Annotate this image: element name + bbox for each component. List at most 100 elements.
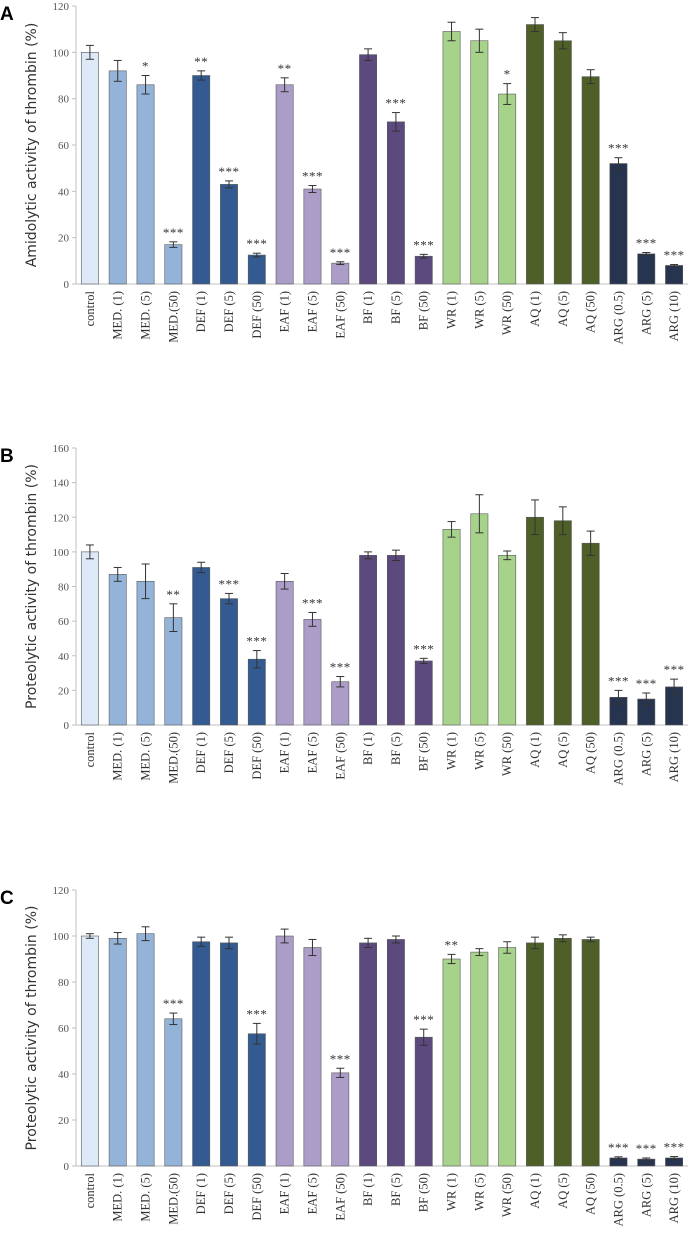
bar [442,529,461,726]
x-tick-label: MED.(50) [166,732,180,784]
significance-label: ** [445,937,459,952]
x-tick-label: BF (50) [417,1173,431,1212]
bar [108,937,127,1167]
significance-label: *** [608,1140,629,1155]
x-tick-label: control [83,290,97,326]
x-tick-label: control [83,731,97,767]
y-tick-label: 100 [53,931,70,943]
x-tick-label: WR (5) [472,1173,486,1211]
bar [581,76,600,285]
x-tick-label: MED.(50) [166,1173,180,1225]
x-tick-label: AQ (1) [528,291,542,327]
bar [136,933,155,1167]
significance-label: *** [330,245,351,260]
y-tick-label: 20 [58,685,70,697]
bar [192,567,211,726]
significance-label: *** [219,576,240,591]
x-tick-label: BF (1) [361,1173,375,1206]
significance-label: *** [636,1141,657,1156]
significance-label: ** [278,61,292,76]
significance-label: *** [219,164,240,179]
y-tick-label: 0 [64,720,70,732]
y-tick-label: 20 [58,233,70,245]
x-tick-label: ARG (5) [639,291,653,335]
y-tick-label: 0 [64,1161,70,1173]
x-tick-label: EAF (1) [278,291,292,332]
significance-label: *** [636,676,657,691]
x-tick-label: EAF (5) [305,1173,319,1214]
x-tick-label: ARG (10) [667,732,681,782]
x-tick-label: DEF (1) [194,732,208,773]
bar [247,254,266,285]
bar [386,121,405,285]
x-tick-label: BF (5) [389,732,403,765]
bar [108,70,127,285]
significance-label: ** [166,587,180,602]
bar [164,1018,183,1167]
y-tick-label: 40 [58,1069,70,1081]
significance-label: *** [163,996,184,1011]
bar [637,253,656,285]
bar [581,939,600,1167]
panel-letter: B [0,446,14,467]
x-tick-label: DEF (1) [194,291,208,332]
x-tick-label: AQ (1) [528,1173,542,1209]
bar [526,516,544,726]
bar [470,951,489,1167]
x-tick-label: MED. (1) [111,732,125,781]
bar [192,75,211,285]
x-tick-label: MED. (5) [139,1173,153,1222]
x-tick-label: BF (1) [361,291,375,324]
bar [359,942,378,1167]
y-tick-label: 80 [58,977,70,989]
y-tick-label: 100 [53,47,70,59]
y-axis-label: Proteolytic activity of thrombin (%) [24,906,40,1151]
bar [164,244,183,285]
x-tick-label: EAF (1) [278,732,292,773]
bar [275,935,294,1167]
y-tick-label: 40 [58,186,70,198]
bar [498,93,517,285]
x-tick-label: DEF (50) [250,291,264,339]
x-tick-label: MED. (5) [139,291,153,340]
x-tick-label: WR (1) [445,732,459,770]
significance-label: *** [608,141,629,156]
bar [359,555,378,726]
x-tick-label: WR (5) [472,291,486,329]
bar [414,255,433,285]
bar [386,555,405,726]
x-tick-label: AQ (50) [584,732,598,774]
x-tick-label: EAF (1) [278,1173,292,1214]
bar [220,942,238,1167]
bar [164,617,183,726]
x-tick-label: MED. (1) [111,1173,125,1222]
bar [498,947,517,1167]
x-tick-label: ARG (10) [667,291,681,341]
bar [80,52,99,285]
x-tick-label: AQ (5) [556,1173,570,1209]
x-tick-label: EAF (50) [333,1173,347,1221]
bar [553,520,572,726]
x-tick-label: WR (5) [472,732,486,770]
y-tick-label: 140 [53,478,70,490]
y-tick-label: 100 [53,547,70,559]
y-tick-label: 80 [58,582,70,594]
bar [275,581,294,726]
x-tick-label: AQ (50) [584,1173,598,1215]
bar [470,40,489,285]
y-tick-label: 120 [53,1,70,13]
x-tick-label: AQ (1) [528,732,542,768]
bar [498,555,517,726]
bar [331,1072,350,1167]
x-tick-label: control [83,1172,97,1208]
y-tick-label: 60 [58,1023,70,1035]
x-tick-label: WR (1) [445,1173,459,1211]
y-tick-label: 80 [58,94,70,106]
x-tick-label: MED. (5) [139,732,153,781]
bar [275,84,294,285]
x-tick-label: EAF (5) [305,291,319,332]
x-tick-label: BF (50) [417,291,431,330]
x-tick-label: DEF (50) [250,1173,264,1221]
bar [442,958,461,1167]
